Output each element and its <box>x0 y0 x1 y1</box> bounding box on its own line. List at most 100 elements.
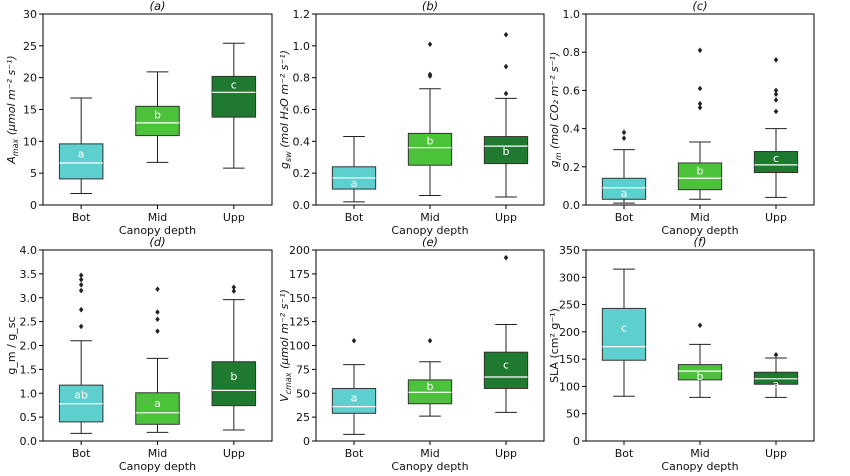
significance-letter: b <box>427 380 434 393</box>
box-mid: b <box>407 41 453 196</box>
y-tick-label: 200 <box>289 244 310 257</box>
panel-a: (a) 0 5 10 15 20 25 30 Amax (μmol m⁻² s⁻¹) a Bot b M… <box>5 0 273 237</box>
outlier-point <box>773 91 779 98</box>
y-tick-label: 350 <box>559 244 580 257</box>
box-bot: a <box>331 337 377 435</box>
box-upp: c <box>753 57 799 198</box>
y-tick-label: 0 <box>30 199 37 212</box>
significance-letter: a <box>351 177 358 190</box>
plot-frame <box>585 249 815 442</box>
box-iqr <box>677 364 723 381</box>
box-iqr <box>753 151 799 174</box>
y-tick-label: 175 <box>289 268 310 281</box>
y-axis-label: SLA (cm² g⁻¹) <box>548 308 561 383</box>
plot-frame <box>42 13 273 206</box>
significance-letter: a <box>351 392 358 405</box>
outlier-point <box>773 351 779 358</box>
plot-frame <box>585 13 815 206</box>
y-tick-label: 1.0 <box>293 40 311 53</box>
outlier-point <box>503 31 509 38</box>
outlier-point <box>773 57 779 63</box>
x-tick-label: Bot <box>615 211 634 224</box>
y-axis-label: gm (mol CO₂ m⁻² s⁻¹) <box>548 52 563 167</box>
panel-title: (e) <box>422 235 438 249</box>
outlier-point <box>697 100 703 107</box>
x-axis-label: Canopy depth <box>391 460 468 472</box>
box-upp: c <box>211 42 257 169</box>
box-iqr <box>135 105 180 137</box>
x-tick-label: Mid <box>690 211 710 224</box>
outlier-point <box>621 135 627 141</box>
box-iqr <box>601 307 647 361</box>
y-tick-label: 25 <box>23 40 37 53</box>
x-axis-label: Canopy depth <box>119 460 196 472</box>
y-tick-label: 2.0 <box>20 340 38 353</box>
y-tick-label: 50 <box>566 408 580 421</box>
box-iqr <box>211 361 257 407</box>
box-upp: b <box>483 31 529 198</box>
y-tick-label: 4.0 <box>20 244 38 257</box>
significance-letter: c <box>621 321 627 334</box>
outlier-point <box>78 272 84 279</box>
y-tick-label: 30 <box>23 8 37 21</box>
y-tick-label: 5 <box>30 167 37 180</box>
significance-letter: b <box>697 370 704 383</box>
outlier-point <box>697 322 703 329</box>
significance-letter: b <box>503 145 510 158</box>
x-tick-label: Mid <box>420 447 440 460</box>
x-tick-label: Upp <box>765 211 787 224</box>
outlier-point <box>503 63 509 70</box>
x-tick-label: Upp <box>495 211 517 224</box>
y-tick-label: 0.5 <box>20 411 38 424</box>
y-axis-label-sub: cmax <box>284 372 293 394</box>
outlier-point <box>503 254 509 261</box>
outlier-point <box>503 90 509 97</box>
x-tick-label: Mid <box>148 211 168 224</box>
x-tick-label: Bot <box>615 447 634 460</box>
x-axis-label: Canopy depth <box>391 224 468 237</box>
x-tick-label: Upp <box>495 447 517 460</box>
x-tick-label: Bot <box>72 211 91 224</box>
y-tick-label: 2.5 <box>20 316 38 329</box>
significance-letter: ab <box>74 388 88 401</box>
y-tick-label: 50 <box>296 387 310 400</box>
y-tick-label: 0.6 <box>563 84 581 97</box>
box-iqr <box>677 162 723 191</box>
y-tick-label: 1.2 <box>293 8 311 21</box>
y-tick-label: 100 <box>289 340 310 353</box>
x-tick-label: Upp <box>223 447 245 460</box>
y-axis-label-unit: (mol CO₂ m⁻² s⁻¹) <box>548 52 561 153</box>
box-mid: b <box>677 322 723 398</box>
y-axis-label: gsw (mol H₂O m⁻² s⁻¹) <box>278 50 293 169</box>
y-tick-label: 0.4 <box>293 135 311 148</box>
y-tick-label: 0.8 <box>563 46 581 59</box>
outlier-point <box>697 47 703 54</box>
y-tick-label: 0.2 <box>563 161 581 174</box>
x-tick-label: Mid <box>420 211 440 224</box>
y-axis-label-unit: (μmol m⁻² s⁻¹) <box>5 55 18 138</box>
x-tick-label: Mid <box>690 447 710 460</box>
box-bot: ab <box>58 272 104 434</box>
outlier-point <box>231 284 237 291</box>
box-iqr <box>483 351 529 389</box>
significance-letter: c <box>773 152 779 165</box>
outlier-point <box>427 337 433 344</box>
x-axis-label: Canopy depth <box>119 224 196 237</box>
panel-f: (f) 0 50 100 150 200 250 300 350 SLA (cm² g⁻¹) c Bo… <box>548 235 815 473</box>
box-iqr <box>407 132 453 166</box>
y-tick-label: 0 <box>303 435 310 448</box>
y-tick-label: 1.0 <box>20 387 38 400</box>
outlier-point <box>231 288 237 294</box>
y-tick-label: 75 <box>296 363 310 376</box>
y-axis-label-sub: m <box>554 152 563 160</box>
y-tick-label: 0.2 <box>293 167 311 180</box>
x-axis-label: Canopy depth <box>661 224 738 237</box>
box-mid: a <box>135 286 180 433</box>
outlier-point <box>78 287 84 294</box>
outlier-point <box>78 282 84 288</box>
box-iqr <box>135 392 180 425</box>
panel-d: (d) 0.0 0.5 1.0 1.5 2.0 2.5 3.0 3.5 4.0 g_m / g_sc… <box>5 235 273 473</box>
y-tick-label: 0.0 <box>293 199 311 212</box>
panel-title: (f) <box>693 235 706 249</box>
y-tick-label: 150 <box>289 292 310 305</box>
